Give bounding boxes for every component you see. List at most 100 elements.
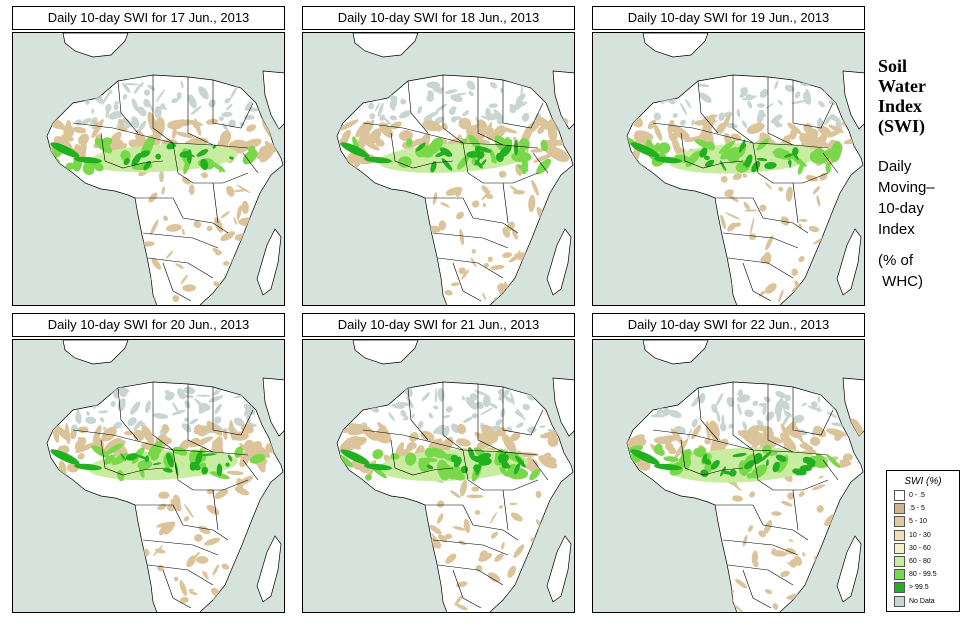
dry-patch bbox=[746, 122, 765, 134]
dry-patch bbox=[226, 185, 235, 197]
description-line: (% of bbox=[878, 252, 914, 269]
description-line: WHC) bbox=[878, 273, 923, 290]
dry-patch bbox=[214, 217, 223, 233]
dry-patch bbox=[628, 434, 645, 446]
no-data-patch bbox=[752, 400, 759, 407]
europe-land bbox=[352, 340, 419, 365]
legend-swatch bbox=[894, 516, 905, 528]
saturated-patch bbox=[196, 149, 209, 157]
dry-patch bbox=[496, 126, 518, 134]
dry-patch bbox=[456, 211, 465, 220]
dry-patch bbox=[179, 596, 189, 603]
saturated-patch bbox=[155, 153, 161, 160]
dry-patch bbox=[785, 186, 793, 202]
no-data-patch bbox=[776, 123, 783, 128]
country-border bbox=[532, 459, 549, 481]
country-border bbox=[532, 152, 549, 174]
dry-patch bbox=[787, 492, 795, 500]
dry-patch bbox=[240, 423, 254, 434]
no-data-patch bbox=[131, 98, 139, 112]
dry-patch bbox=[653, 124, 663, 141]
dry-patch bbox=[240, 138, 262, 151]
dry-patch bbox=[535, 115, 553, 131]
saturated-patch bbox=[498, 450, 508, 461]
wet-patch bbox=[172, 446, 181, 455]
dry-patch bbox=[798, 256, 805, 263]
dry-patch bbox=[181, 176, 191, 185]
dry-patch bbox=[188, 184, 195, 196]
country-border bbox=[477, 77, 504, 146]
heading-line: Index bbox=[878, 96, 923, 116]
wet-patch bbox=[65, 162, 75, 171]
no-data-patch bbox=[747, 100, 753, 109]
no-data-patch bbox=[164, 390, 171, 395]
no-data-patch bbox=[86, 411, 90, 416]
dry-patch bbox=[724, 189, 734, 197]
no-data-patch bbox=[435, 103, 448, 113]
no-data-patch bbox=[489, 402, 498, 409]
saturated-patch bbox=[200, 453, 217, 456]
dry-patch bbox=[161, 423, 170, 434]
dry-patch bbox=[150, 219, 159, 236]
no-data-patch bbox=[424, 111, 439, 120]
legend-swatch bbox=[894, 569, 905, 581]
no-data-patch bbox=[514, 410, 524, 417]
description-line: Index bbox=[878, 221, 915, 238]
no-data-patch bbox=[774, 80, 779, 90]
dry-patch bbox=[771, 511, 782, 516]
dry-patch bbox=[379, 122, 394, 138]
dry-patch bbox=[456, 604, 468, 611]
country-border bbox=[732, 382, 754, 451]
legend-label: 5 - 10 bbox=[909, 518, 927, 526]
country-border bbox=[100, 132, 164, 169]
saturated-patch bbox=[503, 462, 511, 469]
country-border bbox=[100, 439, 164, 476]
no-data-patch bbox=[101, 91, 111, 106]
dry-patch bbox=[737, 430, 744, 437]
dry-patch bbox=[241, 200, 249, 215]
country-border bbox=[742, 569, 772, 609]
no-data-patch bbox=[243, 406, 250, 416]
europe-land bbox=[642, 340, 709, 365]
saturated-patch bbox=[495, 152, 504, 163]
no-data-patch bbox=[113, 386, 130, 394]
no-data-patch bbox=[225, 103, 233, 111]
dry-patch bbox=[749, 491, 756, 498]
country-border bbox=[72, 122, 249, 149]
saturated-patch bbox=[143, 160, 152, 171]
no-data-patch bbox=[171, 98, 179, 104]
saturated-patch bbox=[152, 462, 162, 466]
country-border bbox=[822, 152, 839, 174]
dry-patch bbox=[166, 504, 175, 512]
dry-patch bbox=[422, 120, 441, 132]
no-data-patch bbox=[762, 404, 767, 416]
wet-patch bbox=[365, 473, 372, 481]
no-data-patch bbox=[462, 110, 470, 117]
legend-label: 0 - .5 bbox=[909, 492, 925, 499]
dry-patch bbox=[175, 263, 184, 269]
no-data-patch bbox=[774, 402, 783, 417]
dry-patch bbox=[751, 425, 770, 432]
no-data-patch bbox=[801, 402, 808, 407]
dry-patch bbox=[481, 424, 495, 440]
no-data-patch bbox=[826, 411, 838, 418]
legend-label: 60 - 80 bbox=[909, 558, 931, 565]
no-data-patch bbox=[398, 110, 412, 119]
country-border bbox=[442, 75, 464, 144]
dry-patch bbox=[791, 268, 799, 276]
wet-patch bbox=[372, 449, 384, 460]
dry-patch bbox=[719, 438, 729, 448]
no-data-patch bbox=[110, 400, 116, 407]
dry-patch bbox=[474, 123, 488, 144]
saturated-patch bbox=[195, 451, 203, 466]
wet-patch bbox=[105, 443, 124, 455]
dry-patch bbox=[223, 261, 230, 266]
dry-patch bbox=[811, 484, 826, 491]
dry-patch bbox=[802, 552, 806, 557]
dry-patch bbox=[747, 525, 754, 532]
europe-land bbox=[62, 340, 129, 365]
saturated-patch bbox=[702, 453, 708, 464]
country-border bbox=[147, 257, 214, 279]
no-data-patch bbox=[656, 408, 664, 414]
saturated-patch bbox=[804, 456, 816, 464]
